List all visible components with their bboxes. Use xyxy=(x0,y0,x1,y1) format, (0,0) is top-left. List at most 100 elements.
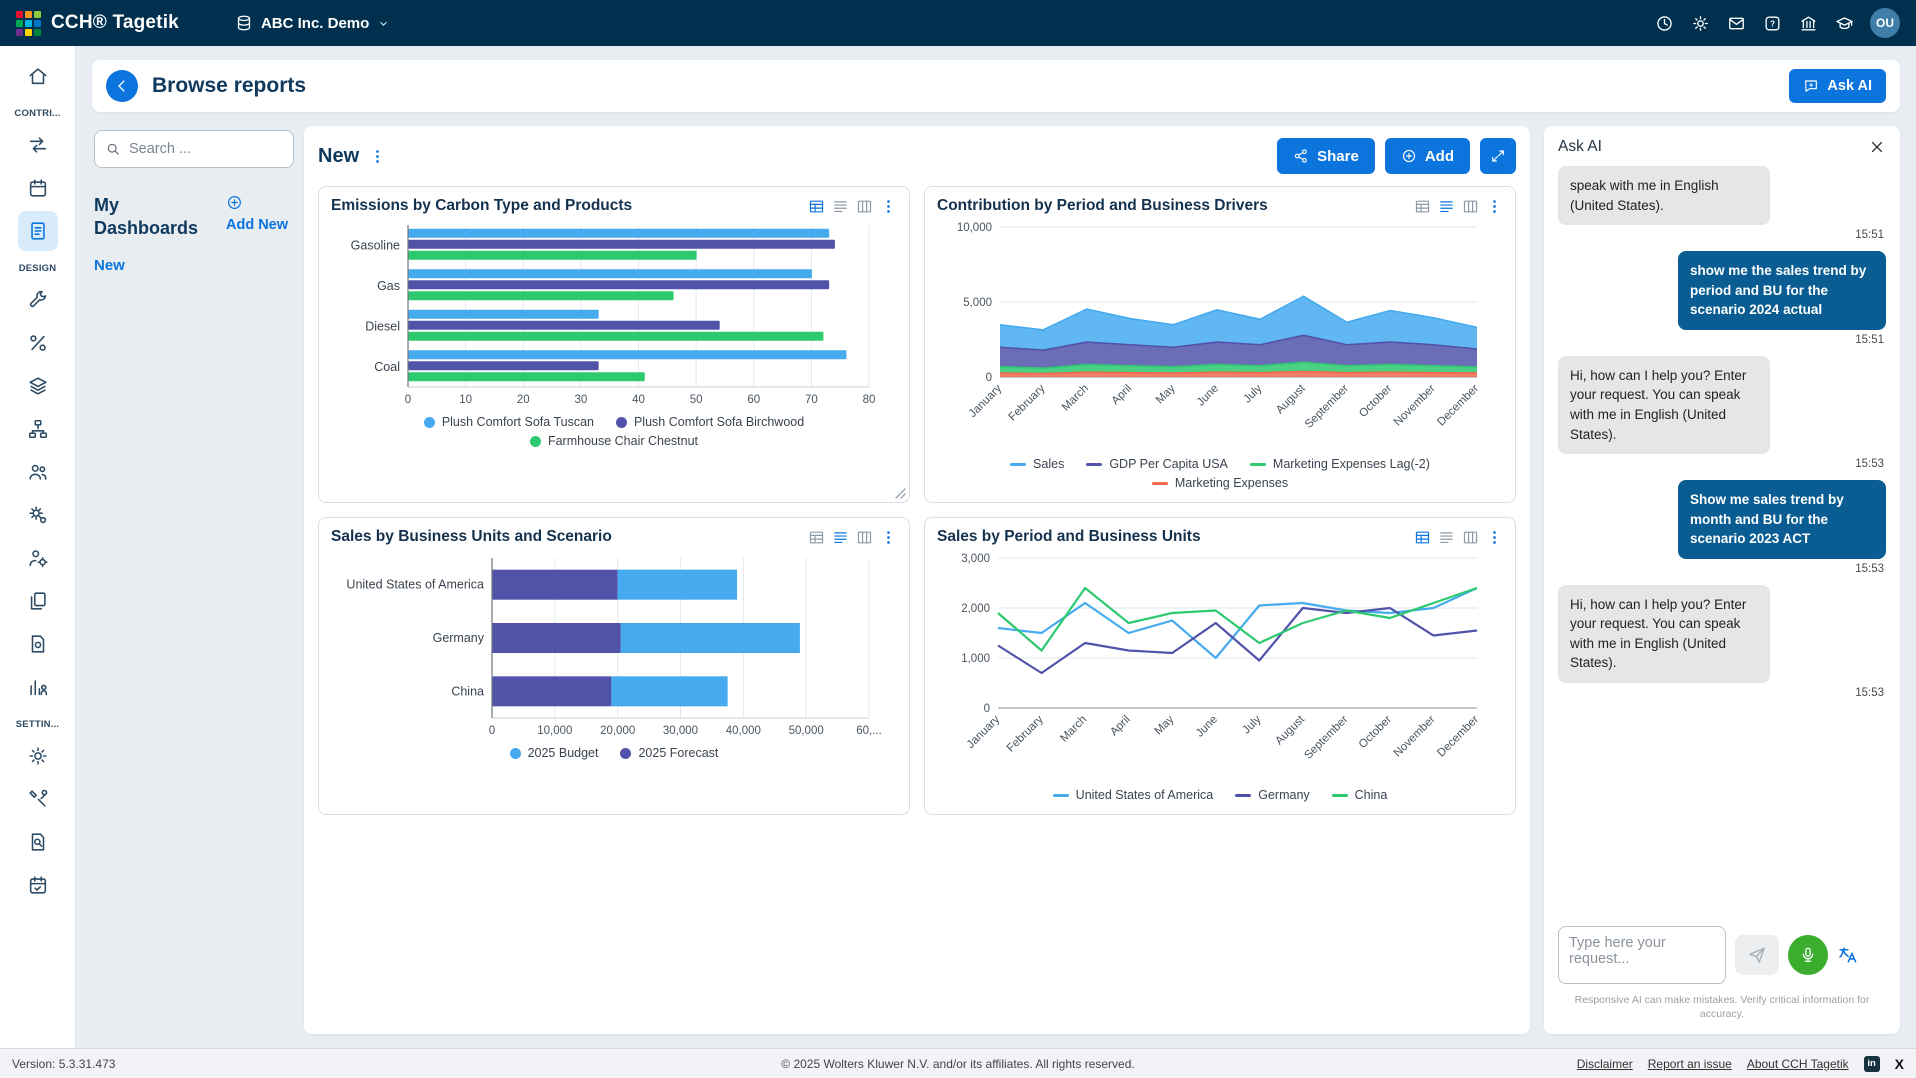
dashboard-title: New xyxy=(318,144,360,167)
sidebar-item-calendar[interactable] xyxy=(18,168,58,208)
share-button[interactable]: Share xyxy=(1277,138,1375,174)
svg-text:40: 40 xyxy=(632,394,645,406)
history-icon[interactable] xyxy=(1655,14,1674,33)
chat-message-user: Show me sales trend by month and BU for … xyxy=(1678,480,1886,559)
table-rows-icon[interactable] xyxy=(1438,529,1455,546)
fullscreen-button[interactable] xyxy=(1480,138,1516,174)
sidebar-item-gears[interactable] xyxy=(18,495,58,535)
search-input[interactable] xyxy=(129,141,283,157)
chart-toolbar xyxy=(808,529,897,546)
table-rows-icon[interactable] xyxy=(832,529,849,546)
legend-label: Sales xyxy=(1033,457,1065,471)
dashboard-menu-icon[interactable] xyxy=(369,148,386,165)
user-avatar[interactable]: OU xyxy=(1870,8,1900,38)
chart-menu-icon[interactable] xyxy=(880,529,897,546)
table-rows-icon[interactable] xyxy=(832,198,849,215)
add-new-button[interactable]: Add New xyxy=(226,194,294,235)
linkedin-icon[interactable]: in xyxy=(1863,1055,1880,1072)
table-rows-icon[interactable] xyxy=(1438,198,1455,215)
sidebar-item-process[interactable] xyxy=(18,125,58,165)
chart-title: Contribution by Period and Business Driv… xyxy=(937,197,1268,214)
language-button[interactable] xyxy=(1837,944,1859,966)
sidebar-item-chart-users[interactable] xyxy=(18,667,58,707)
sidebar-item-people[interactable] xyxy=(18,452,58,492)
page-title: Browse reports xyxy=(152,74,307,97)
chat-input[interactable] xyxy=(1558,925,1726,984)
footer: Version: 5.3.31.473 © 2025 Wolters Kluwe… xyxy=(0,1048,1916,1078)
table-columns-icon[interactable] xyxy=(1462,198,1479,215)
footer-link[interactable]: Report an issue xyxy=(1647,1056,1732,1071)
calendar-check-icon xyxy=(27,874,49,896)
legend-label: 2025 Budget xyxy=(527,746,599,760)
x-social-icon[interactable]: X xyxy=(1894,1055,1904,1072)
institution-icon[interactable] xyxy=(1799,14,1818,33)
svg-text:January: January xyxy=(964,713,1002,751)
sidebar-item-layers[interactable] xyxy=(18,366,58,406)
svg-text:?: ? xyxy=(1770,18,1775,28)
svg-text:February: February xyxy=(1004,713,1045,754)
sidebar-item-flow[interactable] xyxy=(18,409,58,449)
sidebar-item-user-gear[interactable] xyxy=(18,538,58,578)
mail-icon[interactable] xyxy=(1727,14,1746,33)
dashboard-link[interactable]: New xyxy=(94,257,125,274)
sidebar-item-tools[interactable] xyxy=(18,779,58,819)
back-button[interactable] xyxy=(106,70,138,102)
svg-text:20: 20 xyxy=(516,394,529,406)
legend-item: Farmhouse Chair Chestnut xyxy=(529,434,698,448)
ask-ai-panel: Ask AI speak with me in English (United … xyxy=(1544,126,1900,1034)
calendar-icon xyxy=(27,177,49,199)
chart-menu-icon[interactable] xyxy=(880,198,897,215)
sidebar-item-home[interactable] xyxy=(18,56,58,96)
chat-message-user: show me the sales trend by period and BU… xyxy=(1678,251,1886,330)
dashboard-toolbar: New Share Add xyxy=(318,138,1516,174)
academy-icon[interactable] xyxy=(1835,14,1854,33)
microphone-button[interactable] xyxy=(1788,934,1828,975)
table-filter-icon[interactable] xyxy=(808,529,825,546)
sidebar-item-doc-gear[interactable] xyxy=(18,624,58,664)
expand-icon xyxy=(1490,148,1506,164)
percent-icon xyxy=(27,332,49,354)
close-icon[interactable] xyxy=(1868,138,1886,156)
environment-selector[interactable]: ABC Inc. Demo xyxy=(235,14,390,32)
chart-menu-icon[interactable] xyxy=(1486,198,1503,215)
settings-icon[interactable] xyxy=(1691,14,1710,33)
topbar: CCH® Tagetik ABC Inc. Demo ? OU xyxy=(0,0,1916,46)
sidebar-section-label: CONTRI... xyxy=(14,108,61,119)
sidebar-item-wrench[interactable] xyxy=(18,280,58,320)
gears-icon xyxy=(27,504,49,526)
environment-name: ABC Inc. Demo xyxy=(260,14,370,32)
sidebar-section-label: DESIGN xyxy=(18,263,57,274)
ai-disclaimer: Responsive AI can make mistakes. Verify … xyxy=(1574,993,1870,1021)
search-box[interactable] xyxy=(94,130,294,168)
table-columns-icon[interactable] xyxy=(856,198,873,215)
footer-link[interactable]: Disclaimer xyxy=(1576,1056,1633,1071)
sidebar-item-search-doc[interactable] xyxy=(18,822,58,862)
message-timestamp: 15:51 xyxy=(1855,229,1884,242)
resize-handle[interactable] xyxy=(894,487,906,499)
brand-title: CCH® Tagetik xyxy=(51,12,179,33)
legend-item: Marketing Expenses Lag(-2) xyxy=(1249,457,1430,471)
gear-icon xyxy=(27,745,49,767)
help-icon[interactable]: ? xyxy=(1763,14,1782,33)
table-columns-icon[interactable] xyxy=(1462,529,1479,546)
svg-text:50: 50 xyxy=(689,394,702,406)
sidebar-item-calendar-check[interactable] xyxy=(18,865,58,905)
add-button[interactable]: Add xyxy=(1384,138,1470,174)
chart-menu-icon[interactable] xyxy=(1486,529,1503,546)
chat-message-assistant: speak with me in English (United States)… xyxy=(1558,166,1770,226)
footer-link[interactable]: About CCH Tagetik xyxy=(1746,1056,1849,1071)
table-columns-icon[interactable] xyxy=(856,529,873,546)
table-filter-icon[interactable] xyxy=(808,198,825,215)
legend-label: Plush Comfort Sofa Tuscan xyxy=(441,415,594,429)
send-button[interactable] xyxy=(1735,934,1779,975)
sidebar-item-report[interactable] xyxy=(17,211,58,251)
sidebar-item-percent[interactable] xyxy=(18,323,58,363)
sidebar-item-copy[interactable] xyxy=(18,581,58,621)
svg-text:May: May xyxy=(1152,713,1176,737)
table-filter-icon[interactable] xyxy=(1414,198,1431,215)
sidebar-item-gear[interactable] xyxy=(18,736,58,776)
svg-text:October: October xyxy=(1357,382,1395,420)
ask-ai-button[interactable]: Ask AI xyxy=(1789,69,1886,103)
table-filter-icon[interactable] xyxy=(1414,529,1431,546)
